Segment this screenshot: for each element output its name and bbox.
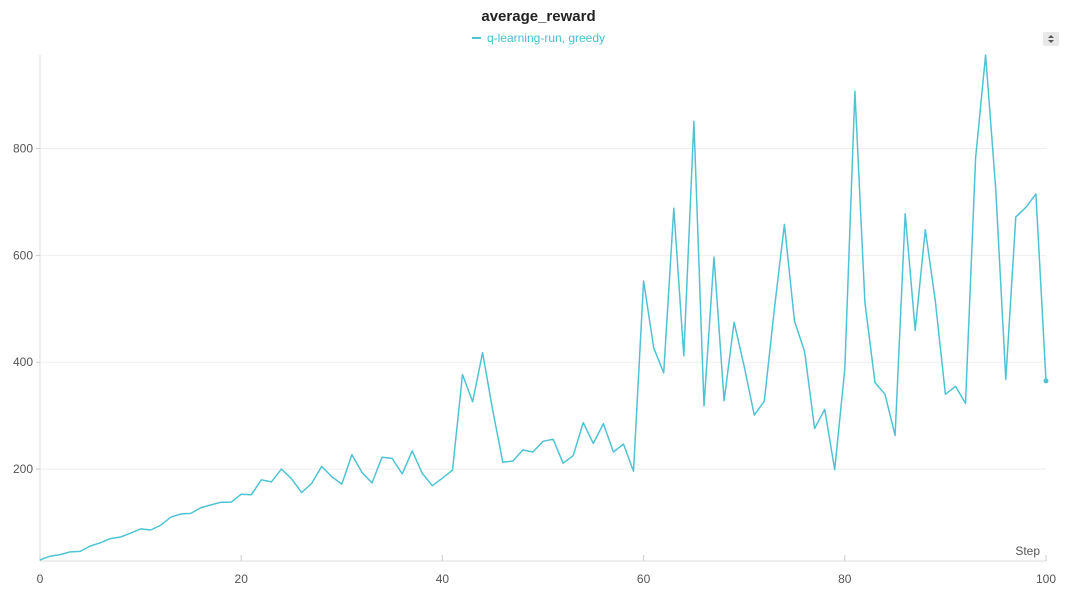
- chart-title: average_reward: [481, 8, 596, 25]
- x-ticks: 0 20 40 60 80 100: [37, 555, 1056, 586]
- y-tick-label: 600: [13, 248, 33, 262]
- legend-swatch: [471, 36, 481, 39]
- x-axis-label: Step: [1015, 544, 1040, 558]
- y-ticks: 200 400 600 800: [13, 142, 40, 476]
- legend-label: q-learning-run, greedy: [486, 31, 606, 45]
- x-tick-label: 60: [637, 572, 651, 586]
- series-line-0[interactable]: [39, 54, 1047, 561]
- sort-button[interactable]: [1043, 32, 1059, 46]
- legend[interactable]: q-learning-run, greedy: [0, 31, 1077, 45]
- y-tick-label: 800: [13, 142, 33, 156]
- x-tick-label: 0: [37, 572, 44, 586]
- series-layer: [39, 54, 1049, 561]
- y-tick-label: 200: [13, 462, 33, 476]
- x-tick-label: 20: [235, 572, 249, 586]
- x-tick-label: 80: [838, 572, 852, 586]
- sort-updown-icon: [1048, 35, 1054, 43]
- x-tick-label: 100: [1036, 572, 1056, 586]
- y-tick-label: 400: [13, 355, 33, 369]
- x-tick-label: 40: [436, 572, 450, 586]
- gridlines: [40, 148, 1046, 470]
- series-last-point[interactable]: [1043, 378, 1049, 384]
